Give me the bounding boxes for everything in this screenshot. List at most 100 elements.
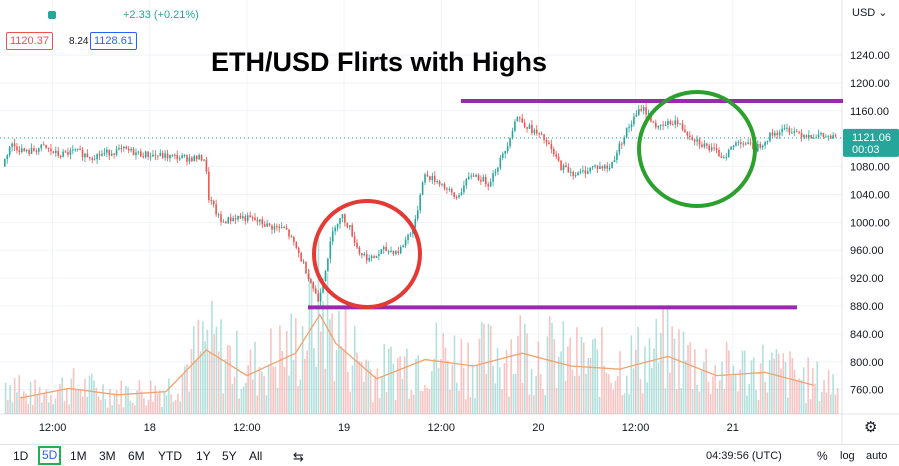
candle-body bbox=[295, 241, 298, 248]
candle-body bbox=[300, 252, 302, 262]
candle-body bbox=[713, 147, 715, 149]
volume-bar bbox=[782, 353, 785, 414]
candle-body bbox=[183, 155, 186, 157]
y-tick-label: 1160.00 bbox=[850, 106, 889, 118]
timeframe-6m[interactable]: 6M bbox=[128, 449, 145, 463]
volume-bar bbox=[564, 380, 567, 414]
candle-body bbox=[106, 149, 108, 153]
volume-bar bbox=[689, 341, 692, 414]
volume-bar bbox=[780, 368, 782, 414]
volume-bar bbox=[635, 349, 637, 414]
volume-bar bbox=[757, 400, 760, 414]
volume-bar bbox=[170, 394, 172, 414]
volume-bar bbox=[444, 347, 447, 414]
auto-toggle[interactable]: auto bbox=[866, 450, 888, 462]
candle-body bbox=[191, 157, 193, 162]
volume-bar bbox=[612, 389, 615, 414]
volume-bar bbox=[124, 385, 127, 414]
volume-bar bbox=[601, 327, 603, 414]
volume-bar bbox=[476, 365, 478, 414]
candle-body bbox=[409, 233, 412, 235]
timeframe-5d[interactable]: 5D bbox=[38, 446, 62, 465]
timeframe-1y[interactable]: 1Y bbox=[196, 449, 211, 463]
volume-bar bbox=[301, 326, 304, 414]
volume-bar bbox=[650, 367, 653, 414]
date-range-icon[interactable]: ⇆ bbox=[293, 449, 304, 464]
volume-bar bbox=[59, 384, 61, 414]
percent-toggle[interactable]: % bbox=[817, 449, 828, 463]
last-price-badge bbox=[843, 128, 899, 157]
candle-body bbox=[521, 118, 524, 123]
candle-body bbox=[798, 132, 800, 134]
currency-selector[interactable]: USD ⌄ bbox=[852, 6, 888, 19]
volume-bar bbox=[494, 383, 497, 414]
candle-body bbox=[89, 157, 91, 159]
candle-body bbox=[492, 173, 494, 182]
candle-body bbox=[450, 188, 453, 193]
volume-bar bbox=[460, 338, 463, 414]
candle-body bbox=[715, 148, 718, 150]
volume-bar bbox=[152, 401, 154, 414]
bid-price[interactable]: 1120.37 bbox=[6, 32, 53, 50]
volume-bar bbox=[174, 400, 177, 414]
volume-bar bbox=[825, 392, 828, 414]
volume-bar bbox=[773, 358, 775, 414]
volume-bar bbox=[728, 350, 730, 414]
volume-bar bbox=[610, 382, 612, 414]
candle-body bbox=[516, 117, 519, 122]
ask-price[interactable]: 1128.61 bbox=[90, 32, 137, 50]
volume-bar bbox=[270, 328, 272, 414]
log-toggle[interactable]: log bbox=[840, 450, 855, 462]
candle-body bbox=[152, 154, 154, 157]
candle-body bbox=[115, 149, 118, 155]
volume-bar bbox=[258, 366, 261, 414]
volume-bar bbox=[442, 333, 444, 414]
candle-body bbox=[820, 132, 822, 135]
volume-bar bbox=[109, 388, 111, 414]
timeframe-1m[interactable]: 1M bbox=[70, 449, 87, 463]
gear-icon[interactable]: ⚙ bbox=[864, 419, 878, 436]
candle-body bbox=[130, 148, 132, 151]
volume-bar bbox=[372, 402, 374, 414]
candle-body bbox=[385, 246, 387, 252]
timeframe-3m[interactable]: 3M bbox=[99, 449, 116, 463]
candle-body bbox=[161, 152, 164, 158]
candle-body bbox=[118, 148, 120, 150]
volume-bar bbox=[592, 339, 594, 414]
candle-body bbox=[375, 255, 378, 258]
candle-body bbox=[800, 132, 803, 138]
volume-bar bbox=[580, 337, 583, 414]
timeframe-ytd[interactable]: YTD bbox=[158, 449, 182, 463]
timeframe-1d[interactable]: 1D bbox=[13, 449, 29, 463]
volume-bar bbox=[381, 377, 383, 414]
volume-bar bbox=[403, 356, 406, 414]
candle-body bbox=[329, 241, 332, 259]
candle-body bbox=[480, 179, 482, 182]
candle-body bbox=[589, 167, 592, 172]
timeframe-5y[interactable]: 5Y bbox=[222, 449, 237, 463]
volume-bar bbox=[632, 368, 635, 414]
volume-bar bbox=[548, 316, 551, 414]
volume-bar bbox=[147, 399, 150, 414]
volume-bar bbox=[662, 309, 664, 414]
volume-bar bbox=[684, 360, 687, 414]
candle-body bbox=[312, 282, 315, 289]
timeframe-all[interactable]: All bbox=[249, 449, 263, 463]
candle-body bbox=[599, 166, 601, 169]
candle-body bbox=[361, 253, 363, 256]
volume-bar bbox=[644, 346, 646, 414]
volume-bar bbox=[118, 404, 120, 414]
volume-bar bbox=[539, 374, 542, 414]
y-tick-label: 920.00 bbox=[850, 273, 884, 285]
volume-bar bbox=[431, 371, 433, 414]
utc-clock[interactable]: 04:39:56 (UTC) bbox=[706, 450, 782, 462]
candle-body bbox=[625, 127, 628, 138]
candle-body bbox=[829, 135, 832, 139]
volume-bar bbox=[163, 391, 166, 414]
candle-body bbox=[606, 165, 609, 169]
candle-body bbox=[603, 165, 606, 169]
volume-bar bbox=[179, 401, 181, 414]
volume-bar bbox=[100, 400, 102, 414]
candle-body bbox=[441, 183, 443, 185]
